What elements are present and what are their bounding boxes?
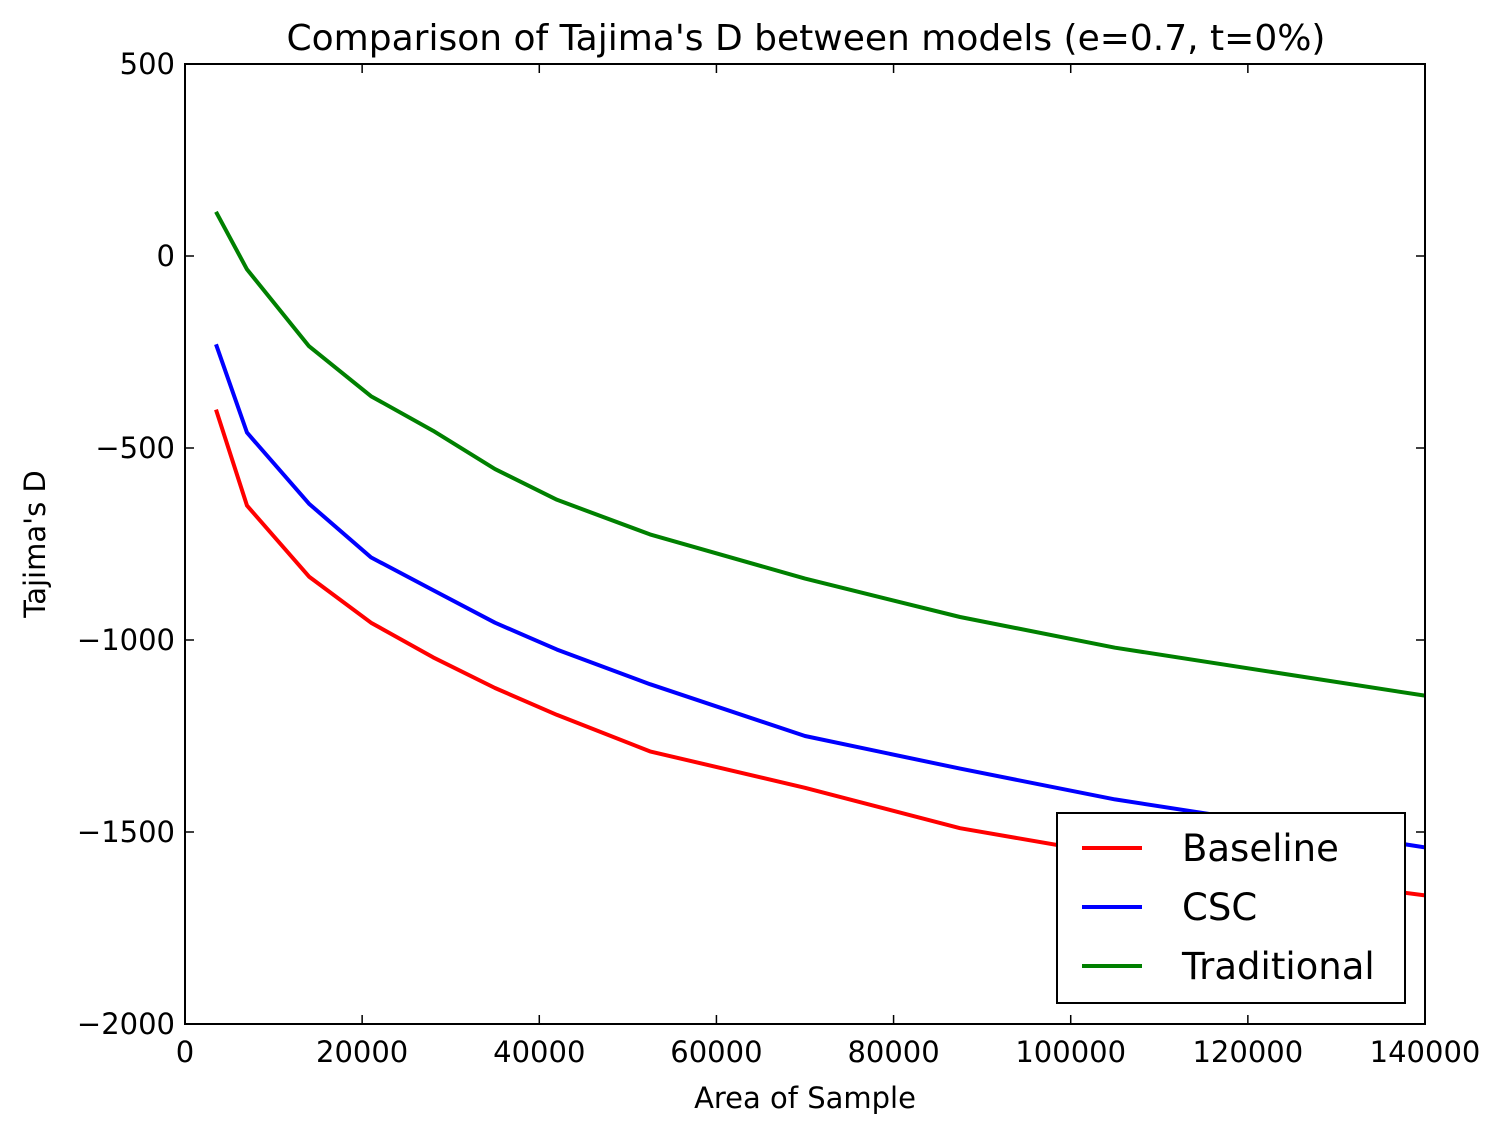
y-tick-label: −2000	[77, 1007, 175, 1041]
x-tick-label: 80000	[847, 1035, 939, 1069]
plot-area-frame	[184, 63, 1426, 1025]
x-tick-label: 20000	[316, 1035, 408, 1069]
chart-title: Comparison of Tajima's D between models …	[287, 18, 1326, 59]
y-axis-label: Tajima's D	[18, 470, 52, 618]
series-line-traditional	[214, 210, 1425, 698]
x-tick-label: 60000	[670, 1035, 762, 1069]
series-line-csc	[214, 343, 1425, 850]
x-tick-label: 120000	[1192, 1035, 1303, 1069]
legend: Baseline CSC Traditional	[1056, 812, 1406, 1004]
legend-label-baseline: Baseline	[1182, 827, 1339, 870]
x-tick-label: 140000	[1370, 1035, 1481, 1069]
series-line-baseline	[214, 408, 1425, 898]
y-tick-label: 500	[120, 47, 175, 81]
y-tick-label: 0	[157, 239, 175, 273]
x-tick-label: 100000	[1015, 1035, 1126, 1069]
legend-label-traditional: Traditional	[1181, 945, 1375, 988]
y-tick-label: −1500	[77, 815, 175, 849]
y-tick-label: −500	[95, 431, 175, 465]
y-tick-label: −1000	[77, 623, 175, 657]
x-axis-label: Area of Sample	[694, 1081, 916, 1115]
x-tick-label: 0	[176, 1035, 194, 1069]
legend-label-csc: CSC	[1182, 886, 1257, 929]
x-tick-label: 40000	[493, 1035, 585, 1069]
